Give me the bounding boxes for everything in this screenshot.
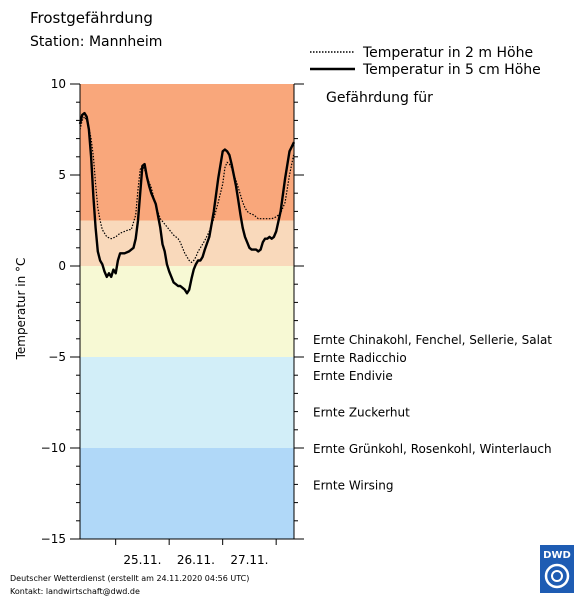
logo-text: DWD	[543, 550, 571, 561]
frost-annotation-4: Ernte Grünkohl, Rosenkohl, Winterlauch	[313, 442, 552, 456]
risk-band-4	[80, 448, 294, 539]
footer-contact: Kontakt: landwirtschaft@dwd.de	[10, 587, 140, 596]
temperature-lines	[78, 111, 296, 295]
frost-annotation-0: Ernte Chinakohl, Fenchel, Sellerie, Sala…	[313, 333, 552, 347]
frost-annotation-2: Ernte Endivie	[313, 369, 393, 383]
y-axis-label: Temperatur in °C	[14, 258, 28, 361]
axes: 10 5 0 −5 −10 −15 25.11. 26.11. 27.11. Temperatur…	[14, 77, 304, 567]
x-date-label: 25.11.	[123, 553, 161, 567]
risk-band-3	[80, 357, 294, 448]
x-date-label: 26.11.	[177, 553, 215, 567]
frost-annotation-5: Ernte Wirsing	[313, 478, 394, 492]
y-tick-label: −10	[41, 441, 66, 455]
chart-title: Frostgefährdung	[30, 9, 153, 27]
footer-credit: Deutscher Wetterdienst (erstellt am 24.1…	[10, 574, 250, 583]
frost-annotation-1: Ernte Radicchio	[313, 351, 407, 365]
legend-heading: Gefährdung für	[326, 90, 433, 106]
legend-entry-1: Temperatur in 5 cm Höhe	[362, 62, 541, 78]
legend-entry-0: Temperatur in 2 m Höhe	[362, 45, 533, 61]
frost-annotation-3: Ernte Zuckerhut	[313, 406, 410, 420]
logo-swirl-icon	[544, 563, 570, 589]
risk-band-1	[80, 220, 294, 266]
y-tick-label: −5	[48, 350, 66, 364]
logo-swirl-inner-icon	[551, 570, 563, 582]
series-line-0	[79, 116, 295, 263]
y-tick-label: 10	[51, 77, 66, 91]
dwd-logo: DWD	[540, 545, 574, 593]
y-tick-label: −15	[41, 532, 66, 546]
risk-band-0	[80, 84, 294, 221]
series-line-1	[78, 111, 296, 295]
annotations: Ernte Chinakohl, Fenchel, Sellerie, Sala…	[313, 333, 552, 493]
risk-bands	[80, 84, 294, 539]
x-date-label: 27.11.	[230, 553, 268, 567]
y-tick-label: 5	[58, 168, 66, 182]
chart-subtitle: Station: Mannheim	[30, 34, 163, 50]
y-tick-label: 0	[58, 259, 66, 273]
risk-band-2	[80, 266, 294, 357]
